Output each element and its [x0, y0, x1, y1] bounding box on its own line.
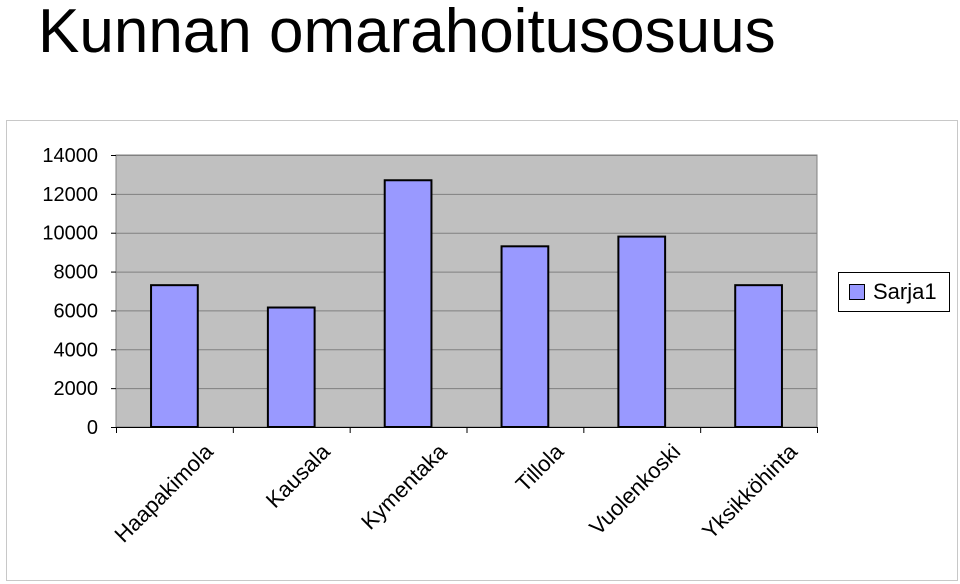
bar — [734, 284, 783, 428]
plot-area — [115, 154, 818, 428]
x-tick-label: Haapakimola — [109, 438, 218, 547]
y-tick-label: 14000 — [42, 145, 98, 167]
chart-legend: Sarja1 — [838, 272, 950, 312]
y-tick-label: 0 — [87, 417, 98, 439]
x-tick-label: Kausala — [261, 438, 335, 512]
y-tick-label: 12000 — [42, 184, 98, 206]
bar — [266, 306, 316, 428]
bar — [150, 284, 199, 428]
y-tick-label: 2000 — [54, 378, 99, 400]
chart-frame — [6, 120, 958, 581]
bar — [383, 179, 433, 428]
legend-label: Sarja1 — [873, 279, 937, 304]
x-tick-label: Kymentaka — [356, 438, 452, 534]
bar — [500, 245, 550, 428]
y-tick-label: 8000 — [54, 262, 99, 284]
y-tick-label: 6000 — [54, 300, 99, 322]
x-tick-label: Vuolenkoski — [584, 439, 685, 540]
legend-swatch — [849, 284, 865, 300]
x-tick-label: Yksikköhinta — [697, 438, 803, 544]
page-title: Kunnan omarahoitusosuus — [38, 0, 776, 66]
y-tick-label: 4000 — [54, 339, 99, 361]
bar — [617, 235, 667, 428]
x-tick-label: Tillola — [511, 438, 569, 496]
y-tick-label: 10000 — [42, 223, 98, 245]
